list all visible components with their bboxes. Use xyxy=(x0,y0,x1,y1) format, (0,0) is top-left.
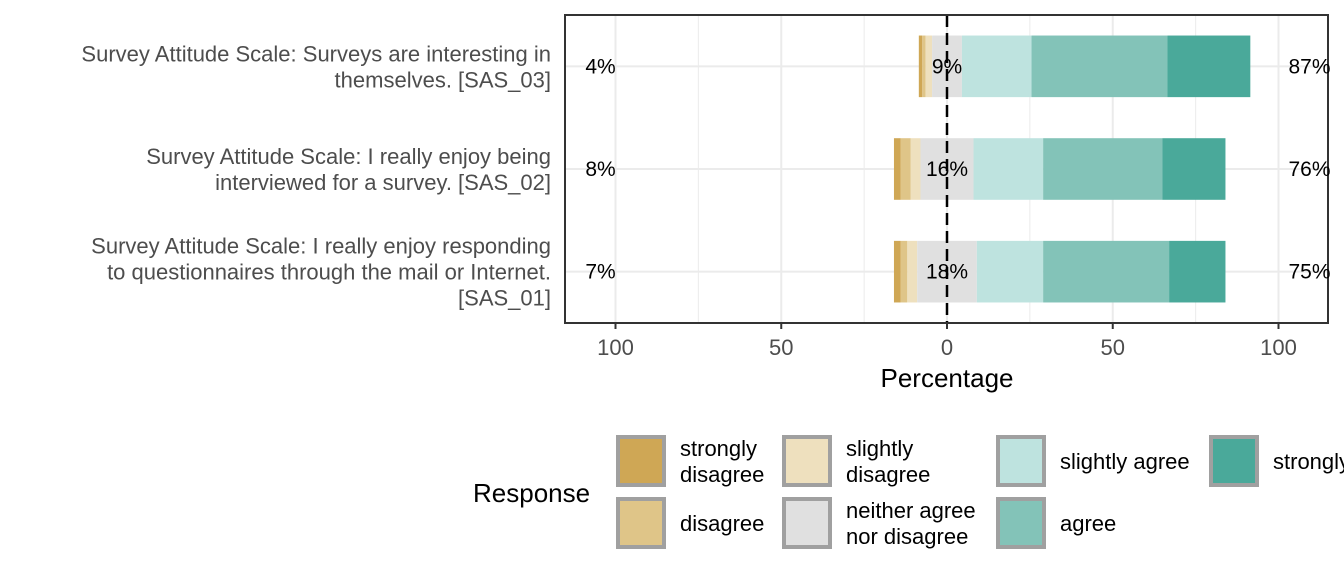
bar-segment xyxy=(1169,240,1226,303)
legend-label: slightly agree xyxy=(1060,449,1190,474)
legend-swatch xyxy=(616,497,666,549)
bar-segment xyxy=(910,138,921,200)
bar-segment xyxy=(976,240,1044,303)
bar-segment xyxy=(1167,35,1251,98)
bars xyxy=(893,35,1251,303)
neutral-pct-label: 16% xyxy=(926,158,968,181)
low-pct-label: 4% xyxy=(585,55,615,78)
neutral-pct-label: 18% xyxy=(926,261,968,284)
low-pct-label: 7% xyxy=(585,261,615,284)
legend-swatch xyxy=(616,435,666,487)
bar-segment xyxy=(918,35,923,98)
legend-swatch xyxy=(782,497,832,549)
bar-segment xyxy=(1043,138,1163,200)
legend-swatch xyxy=(996,435,1046,487)
low-pct-label: 8% xyxy=(585,158,615,181)
bar-segment xyxy=(932,35,962,98)
bar-segment xyxy=(925,35,933,98)
legend-label: slightly disagree xyxy=(846,436,930,487)
bar-segment xyxy=(1031,35,1168,98)
bar-segment xyxy=(907,240,918,303)
bar-segment xyxy=(1162,138,1226,200)
legend-label: disagree xyxy=(680,511,764,536)
x-tick-label: 0 xyxy=(941,335,953,360)
high-pct-label: 87% xyxy=(1288,55,1330,78)
high-pct-label: 75% xyxy=(1288,261,1330,284)
legend-label: strongly agree xyxy=(1273,449,1344,474)
x-tick-label: 100 xyxy=(1260,335,1297,360)
x-tick-label: 100 xyxy=(597,335,634,360)
legend-swatch xyxy=(996,497,1046,549)
bar-segment xyxy=(900,240,908,303)
x-tick-label: 50 xyxy=(1101,335,1125,360)
legend-label: neither agree nor disagree xyxy=(846,498,976,549)
plot-panel xyxy=(564,14,1329,329)
item-label: Survey Attitude Scale: I really enjoy be… xyxy=(146,144,551,195)
item-label: Survey Attitude Scale: Surveys are inter… xyxy=(81,41,551,92)
legend-label: agree xyxy=(1060,511,1116,536)
bar-segment xyxy=(893,138,901,200)
bar-segment xyxy=(973,138,1044,200)
legend-swatch xyxy=(1209,435,1259,487)
x-tick-label: 50 xyxy=(769,335,793,360)
legend-label: strongly disagree xyxy=(680,436,764,487)
bar-segment xyxy=(893,240,901,303)
legend-title: Response xyxy=(473,478,590,508)
high-pct-label: 76% xyxy=(1288,158,1330,181)
bar-segment xyxy=(900,138,911,200)
legend-swatch xyxy=(782,435,832,487)
bar-segment xyxy=(961,35,1032,98)
labels: 4% 9% 87% Survey Attitude Scale: Surveys ar… xyxy=(81,41,1330,393)
item-label: Survey Attitude Scale: I really enjoy re… xyxy=(91,234,551,311)
bar-segment xyxy=(922,35,926,98)
x-axis-title: Percentage xyxy=(881,363,1014,393)
neutral-pct-label: 9% xyxy=(932,55,962,78)
bar-segment xyxy=(1043,240,1170,303)
legend: Response strongly disagree disagree slightly… xyxy=(473,435,1344,549)
